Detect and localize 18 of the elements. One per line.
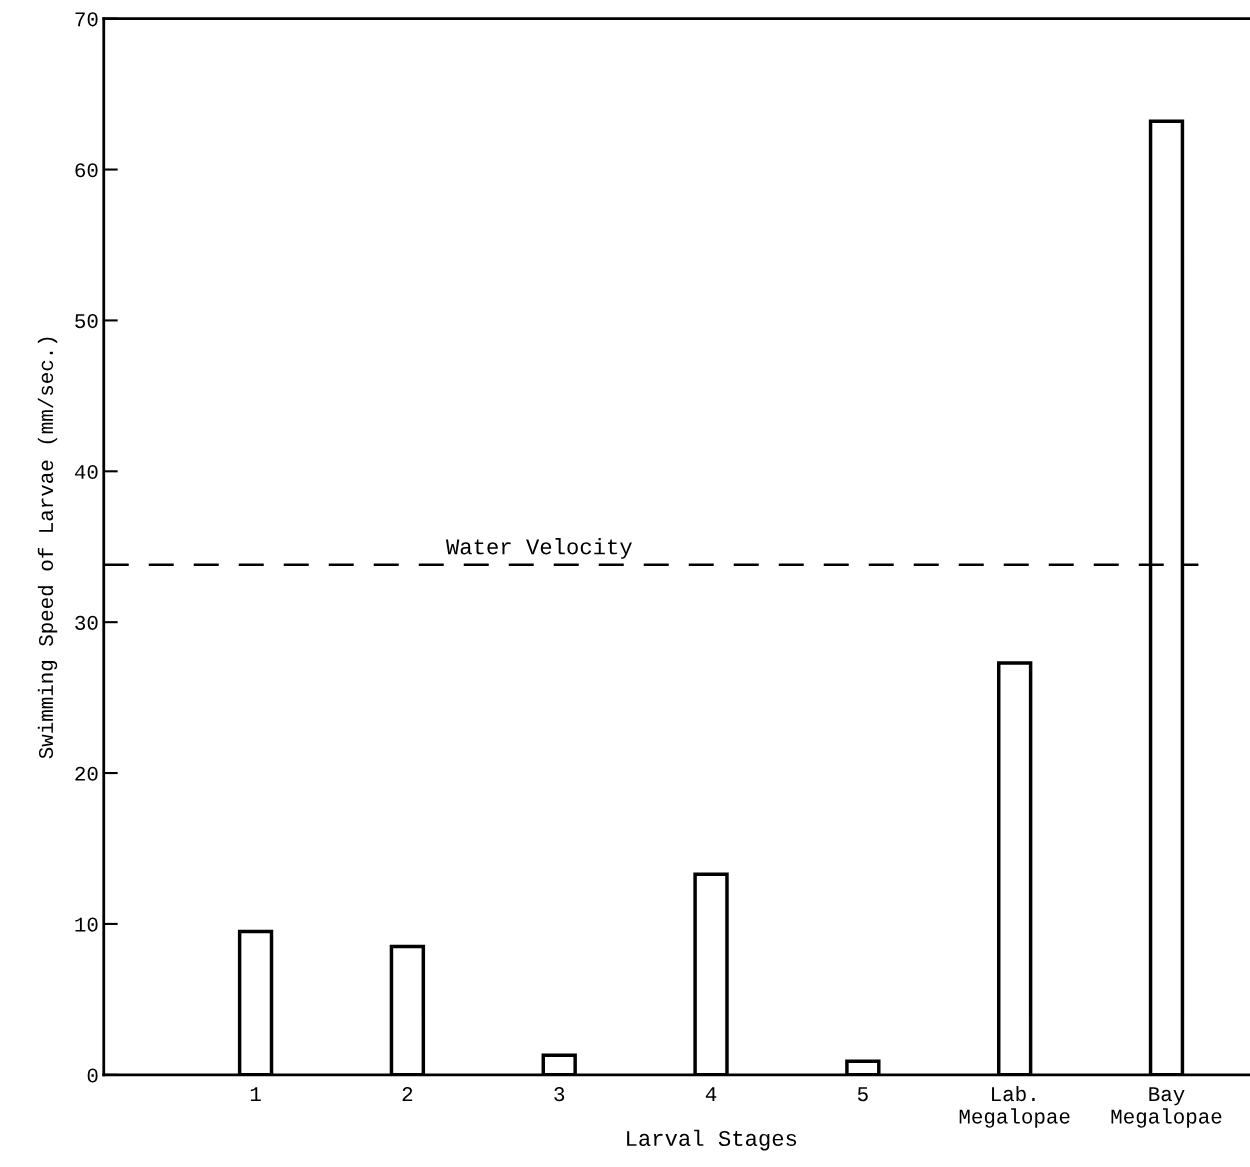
- x-tick-label: 3: [554, 1087, 565, 1102]
- y-axis-title: Swimming Speed of Larvae (mm/sec.): [37, 337, 58, 759]
- y-tick-label: 50: [75, 314, 98, 329]
- x-tick-label: 4: [705, 1087, 717, 1102]
- y-tick-label: 20: [75, 766, 98, 781]
- y-tick-label: 70: [75, 12, 98, 27]
- y-tick-label: 30: [75, 615, 98, 630]
- x-axis-title: Larval Stages: [627, 1129, 797, 1151]
- x-tick-label: 2: [402, 1087, 413, 1102]
- x-tick-label: 5: [857, 1087, 868, 1102]
- y-tick-label: 0: [87, 1068, 98, 1083]
- x-tick-label: Lab. Megalopae: [959, 1085, 1070, 1128]
- x-tick-label: Bay Megalopae: [1111, 1087, 1222, 1128]
- y-tick-label: 60: [75, 163, 98, 178]
- x-tick-label: 1: [250, 1087, 261, 1102]
- ref-line-label: Water Velocity: [445, 538, 632, 559]
- y-tick-label: 10: [75, 917, 98, 932]
- y-tick-label: 40: [74, 464, 98, 480]
